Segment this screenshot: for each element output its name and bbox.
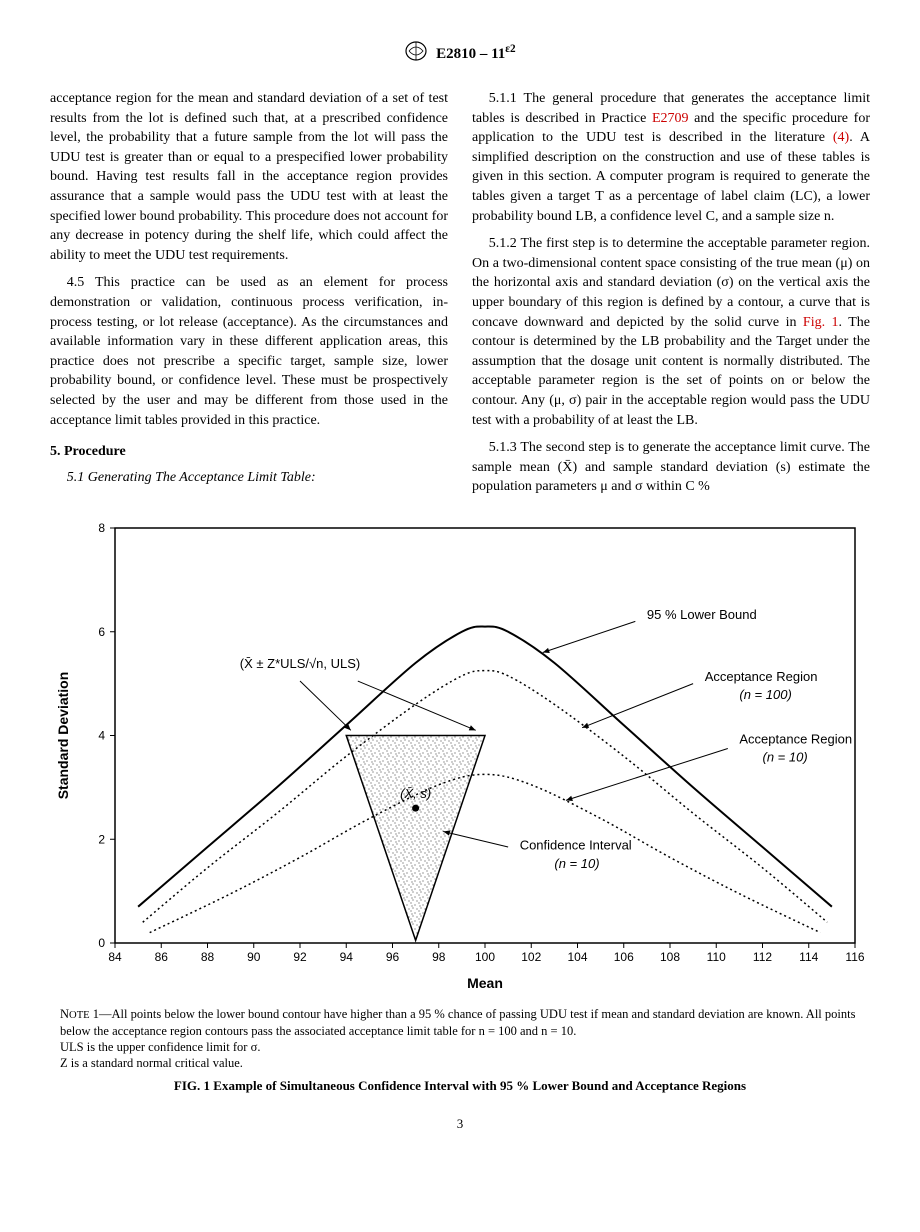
note-z: Z is a standard normal critical value. — [60, 1055, 860, 1071]
svg-text:8: 8 — [98, 521, 105, 535]
svg-text:98: 98 — [432, 950, 446, 964]
svg-text:(X̄ ± Z*ULS/√n, ULS): (X̄ ± Z*ULS/√n, ULS) — [240, 656, 360, 671]
svg-text:84: 84 — [108, 950, 122, 964]
svg-text:(n = 10): (n = 10) — [554, 856, 599, 871]
para-5-1-2: 5.1.2 The first step is to determine the… — [472, 234, 870, 430]
para-5-1-3: 5.1.3 The second step is to generate the… — [472, 438, 870, 497]
link-fig1[interactable]: Fig. 1 — [803, 315, 839, 330]
svg-text:Mean: Mean — [467, 975, 503, 991]
astm-logo-icon — [404, 40, 428, 69]
svg-text:2: 2 — [98, 832, 105, 846]
page-header: E2810 – 11ε2 — [50, 40, 870, 69]
para-4-5: 4.5 This practice can be used as an elem… — [50, 273, 448, 430]
svg-text:Acceptance Region: Acceptance Region — [705, 669, 818, 684]
svg-text:(X̄, s): (X̄, s) — [400, 786, 431, 801]
svg-text:Confidence Interval: Confidence Interval — [520, 838, 632, 853]
svg-text:110: 110 — [707, 950, 726, 964]
para-5-1-1: 5.1.1 The general procedure that generat… — [472, 89, 870, 226]
svg-text:112: 112 — [753, 950, 772, 964]
figure-caption: FIG. 1 Example of Simultaneous Confidenc… — [60, 1078, 860, 1095]
svg-text:4: 4 — [98, 729, 105, 743]
para-acceptance-region: acceptance region for the mean and stand… — [50, 89, 448, 265]
figure-1: 8486889092949698100102104106108110112114… — [50, 518, 870, 1094]
link-e2709[interactable]: E2709 — [652, 111, 689, 126]
svg-text:100: 100 — [475, 950, 495, 964]
standard-id: E2810 – 11 — [436, 46, 505, 62]
svg-text:90: 90 — [247, 950, 261, 964]
svg-text:102: 102 — [521, 950, 541, 964]
ref-4[interactable]: (4) — [833, 130, 849, 145]
body-columns: acceptance region for the mean and stand… — [50, 89, 870, 498]
section-5-heading: 5. Procedure — [50, 442, 448, 462]
svg-text:104: 104 — [567, 950, 587, 964]
note-uls: ULS is the upper confidence limit for σ. — [60, 1039, 860, 1055]
svg-text:(n = 100): (n = 100) — [739, 687, 791, 702]
note-1: NOTE 1—All points below the lower bound … — [60, 1006, 860, 1039]
svg-text:116: 116 — [845, 950, 864, 964]
svg-text:86: 86 — [155, 950, 169, 964]
figure-notes: NOTE 1—All points below the lower bound … — [50, 1006, 870, 1094]
section-5-1: 5.1 Generating The Acceptance Limit Tabl… — [50, 468, 448, 488]
page-number: 3 — [50, 1115, 870, 1133]
svg-text:6: 6 — [98, 625, 105, 639]
svg-text:(n = 10): (n = 10) — [763, 750, 808, 765]
svg-text:96: 96 — [386, 950, 400, 964]
svg-text:0: 0 — [98, 936, 105, 950]
chart-svg: 8486889092949698100102104106108110112114… — [50, 518, 870, 998]
svg-text:94: 94 — [340, 950, 354, 964]
svg-text:95 % Lower Bound: 95 % Lower Bound — [647, 607, 757, 622]
svg-text:92: 92 — [293, 950, 307, 964]
standard-superscript: ε2 — [505, 43, 515, 55]
svg-text:88: 88 — [201, 950, 215, 964]
svg-text:114: 114 — [799, 950, 818, 964]
svg-text:Acceptance Region: Acceptance Region — [739, 731, 852, 746]
svg-text:Standard Deviation: Standard Deviation — [55, 672, 71, 800]
svg-text:106: 106 — [614, 950, 634, 964]
svg-text:108: 108 — [660, 950, 680, 964]
